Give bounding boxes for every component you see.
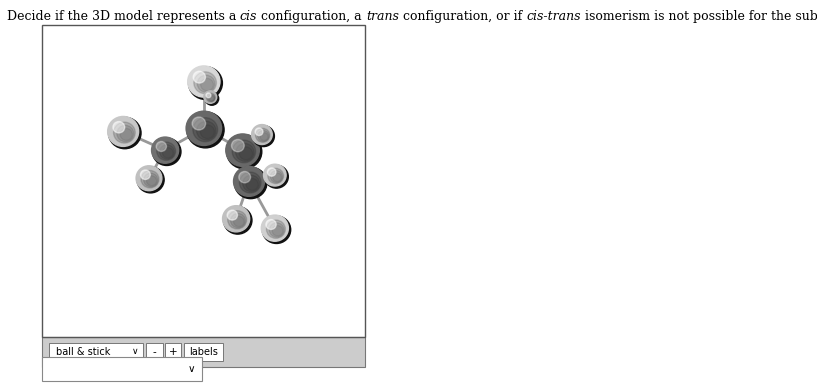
- Circle shape: [136, 166, 162, 191]
- Circle shape: [266, 220, 285, 238]
- Circle shape: [200, 125, 215, 138]
- Circle shape: [267, 168, 276, 176]
- Circle shape: [193, 71, 205, 83]
- Circle shape: [109, 117, 141, 149]
- Circle shape: [231, 140, 244, 152]
- Circle shape: [228, 211, 247, 229]
- Circle shape: [114, 122, 136, 143]
- Text: cis-trans: cis-trans: [526, 10, 581, 23]
- Circle shape: [239, 147, 252, 160]
- Circle shape: [137, 167, 164, 193]
- Circle shape: [270, 223, 284, 237]
- Circle shape: [239, 172, 261, 193]
- Text: ∨: ∨: [187, 364, 195, 374]
- Bar: [165, 343, 181, 361]
- Circle shape: [227, 210, 238, 220]
- Circle shape: [201, 78, 213, 91]
- Circle shape: [234, 167, 267, 199]
- Circle shape: [208, 94, 215, 101]
- Text: cis: cis: [240, 10, 257, 23]
- Text: Decide if the 3D model represents a: Decide if the 3D model represents a: [7, 10, 240, 23]
- Circle shape: [157, 142, 176, 160]
- Text: configuration, or if: configuration, or if: [399, 10, 526, 23]
- Circle shape: [235, 144, 254, 161]
- Circle shape: [243, 175, 260, 191]
- Bar: [184, 343, 223, 361]
- Circle shape: [188, 66, 220, 97]
- Circle shape: [207, 93, 216, 102]
- Bar: [42, 337, 365, 367]
- Circle shape: [239, 172, 251, 183]
- Circle shape: [262, 216, 291, 243]
- Circle shape: [204, 91, 217, 103]
- Circle shape: [224, 207, 252, 234]
- Circle shape: [272, 225, 283, 236]
- Circle shape: [146, 176, 157, 186]
- Circle shape: [260, 133, 268, 140]
- Circle shape: [187, 112, 224, 148]
- Circle shape: [197, 121, 216, 140]
- Text: trans: trans: [366, 10, 399, 23]
- Circle shape: [246, 178, 258, 190]
- Text: +: +: [169, 347, 177, 357]
- Circle shape: [153, 138, 181, 165]
- Circle shape: [152, 137, 179, 163]
- Bar: [42, 25, 365, 337]
- Circle shape: [193, 118, 217, 142]
- Circle shape: [186, 111, 221, 145]
- Circle shape: [159, 145, 175, 159]
- Circle shape: [222, 206, 250, 232]
- Circle shape: [264, 164, 286, 186]
- Circle shape: [234, 167, 265, 196]
- Circle shape: [205, 92, 219, 105]
- Circle shape: [120, 128, 132, 140]
- Circle shape: [265, 165, 288, 188]
- Text: labels: labels: [189, 347, 218, 357]
- Circle shape: [252, 124, 272, 145]
- Circle shape: [197, 75, 215, 92]
- Text: configuration, a: configuration, a: [257, 10, 366, 23]
- Bar: [146, 343, 163, 361]
- Circle shape: [206, 93, 211, 98]
- Text: ∨: ∨: [132, 347, 138, 356]
- Circle shape: [209, 96, 214, 101]
- Circle shape: [232, 140, 256, 163]
- Circle shape: [255, 128, 263, 136]
- Text: ball & stick: ball & stick: [56, 347, 110, 357]
- Circle shape: [252, 126, 275, 147]
- Circle shape: [268, 168, 283, 184]
- Bar: [49, 343, 143, 361]
- Circle shape: [141, 170, 150, 179]
- Circle shape: [156, 142, 167, 151]
- Circle shape: [273, 173, 282, 182]
- Circle shape: [257, 131, 269, 142]
- Circle shape: [113, 122, 125, 133]
- Circle shape: [163, 147, 173, 158]
- Bar: [42, 357, 202, 381]
- Circle shape: [194, 72, 217, 94]
- Text: isomerism is not possible for the substance.: isomerism is not possible for the substa…: [581, 10, 817, 23]
- Circle shape: [230, 213, 245, 228]
- Circle shape: [144, 173, 158, 187]
- Circle shape: [234, 216, 244, 227]
- Circle shape: [108, 117, 139, 146]
- Circle shape: [256, 128, 270, 142]
- Circle shape: [226, 135, 261, 169]
- Circle shape: [266, 220, 276, 229]
- Circle shape: [261, 215, 288, 241]
- Circle shape: [189, 67, 222, 99]
- Circle shape: [270, 171, 283, 183]
- Circle shape: [192, 117, 206, 130]
- Circle shape: [225, 134, 259, 167]
- Circle shape: [141, 170, 159, 188]
- Text: -: -: [153, 347, 156, 357]
- Circle shape: [117, 125, 134, 142]
